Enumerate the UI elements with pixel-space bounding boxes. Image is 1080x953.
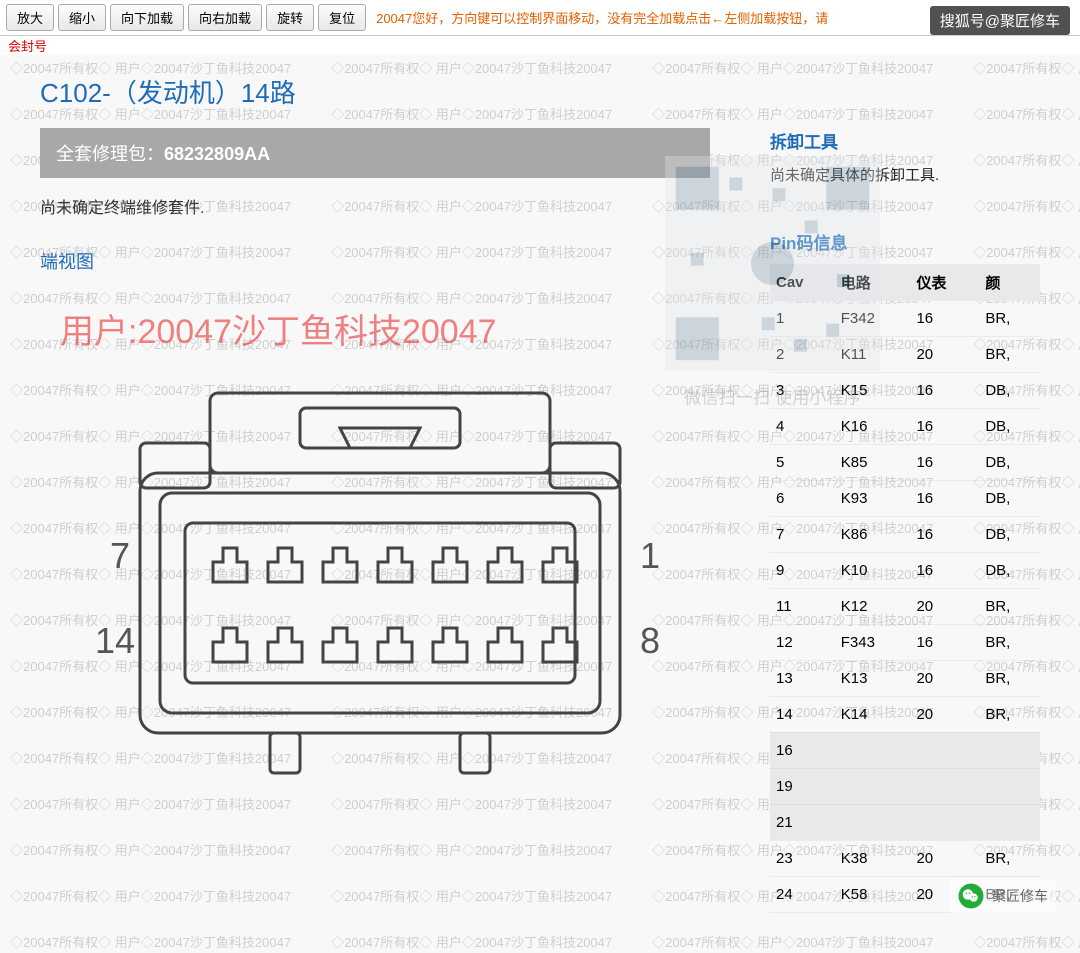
- table-row: 21: [770, 804, 1040, 840]
- toolbar-button-1[interactable]: 缩小: [58, 4, 106, 31]
- table-row: 19: [770, 768, 1040, 804]
- table-row: 13K1320BR,: [770, 660, 1040, 696]
- repair-kit-box: 全套修理包：68232809AA: [40, 128, 710, 178]
- page-title: C102-（发动机）14路: [40, 73, 1040, 110]
- toolbar-button-2[interactable]: 向下加载: [110, 4, 184, 31]
- table-row: 9K1016DB,: [770, 552, 1040, 588]
- toolbar: 放大缩小向下加载向右加载旋转复位 20047您好，方向键可以控制界面移动，没有完…: [0, 0, 1080, 36]
- svg-text:8: 8: [640, 620, 660, 661]
- table-row: 6K9316DB,: [770, 480, 1040, 516]
- connector-diagram: 7 1 14 8: [40, 373, 720, 793]
- svg-text:14: 14: [95, 620, 135, 661]
- toolbar-button-4[interactable]: 旋转: [266, 4, 314, 31]
- wechat-badge: 聚匠修车: [950, 879, 1056, 913]
- pin-col-header: 颜: [979, 264, 1040, 301]
- toolbar-button-0[interactable]: 放大: [6, 4, 54, 31]
- table-row: 23K3820BR,: [770, 840, 1040, 876]
- table-row: 16: [770, 732, 1040, 768]
- repair-kit-code: 68232809AA: [164, 144, 270, 164]
- svg-text:1: 1: [640, 535, 660, 576]
- source-badge: 搜狐号@聚匠修车: [930, 6, 1070, 35]
- table-row: 7K8616DB,: [770, 516, 1040, 552]
- tool-title: 拆卸工具: [770, 128, 1040, 153]
- user-watermark: 用户:20047沙丁鱼科技20047: [60, 304, 710, 353]
- toolbar-button-3[interactable]: 向右加载: [188, 4, 262, 31]
- ban-warning: 会封号: [0, 36, 1080, 55]
- wechat-label: 聚匠修车: [992, 886, 1048, 906]
- terminal-note: 尚未确定终端维修套件.: [40, 194, 710, 218]
- end-view-title: 端视图: [40, 248, 710, 274]
- qr-label: 微信扫一扫 使用小程序: [684, 387, 861, 407]
- toolbar-button-5[interactable]: 复位: [318, 4, 366, 31]
- status-text: 20047您好，方向键可以控制界面移动，没有完全加载点击←左侧加载按钮，请: [376, 8, 828, 27]
- svg-text:7: 7: [110, 535, 130, 576]
- repair-kit-label: 全套修理包：: [56, 144, 164, 164]
- title-prefix: C102-: [40, 78, 111, 108]
- table-row: 5K8516DB,: [770, 444, 1040, 480]
- qr-code: 微信扫一扫 使用小程序: [665, 155, 880, 415]
- table-row: 14K1420BR,: [770, 696, 1040, 732]
- title-body: （发动机）14路: [111, 78, 296, 108]
- wechat-icon: [958, 883, 984, 909]
- table-row: 12F34316BR,: [770, 624, 1040, 660]
- pin-col-header: 仪表: [910, 264, 979, 301]
- table-row: 11K1220BR,: [770, 588, 1040, 624]
